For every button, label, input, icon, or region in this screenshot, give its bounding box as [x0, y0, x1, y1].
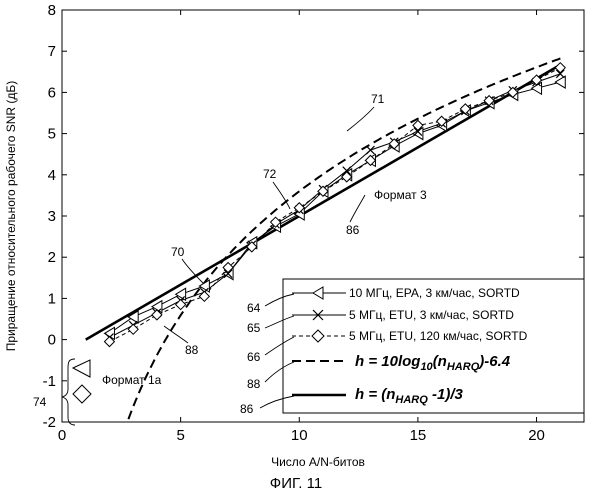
formula-log-sub: 10	[420, 361, 433, 373]
y-tick-label: -1	[43, 373, 56, 390]
point-diamond	[199, 291, 209, 301]
formula-linear-sub: HARQ	[395, 394, 428, 406]
point-triangle	[176, 288, 186, 300]
legend-label-3: 5 МГц, ETU, 120 км/час, SORTD	[349, 329, 528, 343]
chart: 0 5 10 15 20 -2 -1 0 1 2 3 4 5 6 7 8 Приращение относит…	[0, 0, 592, 470]
callout-86-bottom: 86	[240, 402, 254, 416]
point-diamond	[176, 300, 186, 310]
x-tick-label: 10	[291, 427, 308, 444]
leader-70	[182, 259, 203, 283]
leader-71	[347, 107, 374, 131]
x-axis-label: Число A/N-битов	[271, 455, 365, 469]
leader-86-top	[350, 195, 365, 222]
leader-88-top	[164, 326, 188, 343]
y-tick-label: 4	[48, 167, 56, 184]
x-tick-label: 20	[528, 427, 545, 444]
y-tick-label: 2	[48, 249, 56, 266]
formula-log-end: )-6.4	[477, 353, 511, 370]
callout-86-top: 86	[346, 223, 360, 237]
format1a-triangle-symbol	[73, 360, 90, 377]
y-tick-label: 7	[48, 43, 56, 60]
y-tick-label: 8	[48, 2, 56, 19]
figure-caption: ФИГ. 11	[0, 475, 592, 492]
y-tick-label: -2	[43, 414, 56, 431]
callout-88-bottom: 88	[247, 377, 261, 391]
point-x	[366, 146, 374, 154]
legend-label-2: 5 МГц, ETU, 3 км/час, SORTD	[349, 308, 514, 322]
callout-66: 66	[247, 350, 261, 364]
brace-74	[62, 359, 75, 425]
y-tick-label: 6	[48, 84, 56, 101]
y-tick-label: 0	[48, 332, 56, 349]
formula-log-sub2: HARQ	[447, 361, 480, 373]
annotation-format1a: Формат 1a	[102, 373, 162, 387]
callout-70: 70	[171, 245, 185, 259]
formula-linear-end: -1)/3	[428, 386, 464, 403]
legend-label-1: 10 МГц, EPA, 3 км/час, SORTD	[349, 286, 520, 300]
callout-71: 71	[371, 92, 385, 106]
y-tick-label: 3	[48, 208, 56, 225]
legend: 10 МГц, EPA, 3 км/час, SORTD 5 МГц, ETU,…	[283, 279, 584, 413]
point-diamond	[128, 324, 138, 334]
callout-74: 74	[33, 395, 47, 409]
callout-88-top: 88	[185, 343, 199, 357]
y-tick-label: 1	[48, 290, 56, 307]
x-tick-label: 15	[410, 427, 427, 444]
formula-linear-main: h = (n	[355, 386, 395, 403]
formula-log-tail: (n	[433, 353, 447, 370]
y-tick-label: 5	[48, 126, 56, 143]
callout-72: 72	[263, 167, 277, 181]
x-tick-label: 0	[58, 427, 66, 444]
callout-65: 65	[247, 321, 261, 335]
format1a-diamond-symbol	[73, 385, 91, 403]
callout-64: 64	[247, 301, 261, 315]
formula-log-main: h = 10log	[355, 353, 420, 370]
x-tick-label: 5	[176, 427, 184, 444]
annotation-format3: Формат 3	[374, 188, 427, 202]
y-axis-label: Приращение относительного рабочего SNR (…	[4, 81, 18, 352]
